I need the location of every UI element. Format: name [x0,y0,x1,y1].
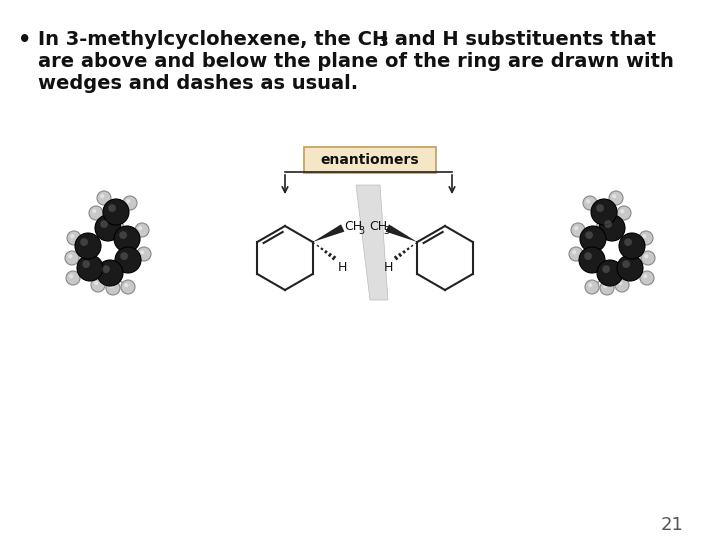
FancyBboxPatch shape [304,147,436,173]
Text: are above and below the plane of the ring are drawn with: are above and below the plane of the rin… [38,52,674,71]
Text: CH: CH [369,220,387,233]
Text: •: • [18,30,32,50]
Text: wedges and dashes as usual.: wedges and dashes as usual. [38,74,358,93]
Circle shape [108,204,116,212]
Circle shape [642,234,647,238]
Circle shape [124,283,128,287]
Text: 3: 3 [359,226,365,236]
Text: 3: 3 [378,35,387,49]
Circle shape [597,260,623,286]
Polygon shape [386,225,418,242]
Circle shape [92,209,96,213]
Circle shape [572,250,576,254]
Circle shape [584,252,592,260]
Circle shape [602,265,610,273]
Circle shape [120,231,127,239]
Circle shape [80,238,88,246]
Circle shape [137,247,151,261]
Circle shape [67,231,81,245]
Circle shape [114,226,140,252]
Text: In 3-methylcyclohexene, the CH: In 3-methylcyclohexene, the CH [38,30,388,49]
Text: H: H [338,261,347,274]
Circle shape [622,260,630,268]
Circle shape [593,207,607,221]
Circle shape [609,191,623,205]
Circle shape [106,281,120,295]
Circle shape [121,280,135,294]
Text: and H substituents that: and H substituents that [388,30,656,49]
Circle shape [617,206,631,220]
Circle shape [641,251,655,265]
Circle shape [77,255,103,281]
Circle shape [571,223,585,237]
Circle shape [103,199,129,225]
Circle shape [588,283,593,287]
Circle shape [138,226,143,231]
Circle shape [591,199,617,225]
Circle shape [600,281,614,295]
Circle shape [68,254,72,258]
Circle shape [585,280,599,294]
Circle shape [94,281,99,285]
Text: enantiomers: enantiomers [320,153,419,167]
Circle shape [65,251,79,265]
Circle shape [140,250,144,254]
Circle shape [580,226,606,252]
Circle shape [102,265,110,273]
Circle shape [604,220,612,228]
Circle shape [95,215,121,241]
Circle shape [574,226,578,231]
Circle shape [644,254,648,258]
Circle shape [583,196,597,210]
Circle shape [569,247,583,261]
Circle shape [91,278,105,292]
Circle shape [586,199,590,204]
Circle shape [70,234,74,238]
Circle shape [89,206,103,220]
Circle shape [109,284,113,288]
Circle shape [596,210,600,214]
Circle shape [619,233,645,259]
Circle shape [97,191,111,205]
Circle shape [115,247,141,273]
Polygon shape [312,225,344,242]
Text: 21: 21 [660,516,683,534]
Circle shape [97,260,123,286]
Circle shape [100,220,108,228]
Circle shape [639,231,653,245]
Circle shape [585,231,593,239]
Circle shape [579,247,605,273]
Polygon shape [356,185,388,300]
Circle shape [599,215,625,241]
Circle shape [615,278,629,292]
Circle shape [612,194,616,198]
Circle shape [113,207,127,221]
Circle shape [596,204,604,212]
Circle shape [100,194,104,198]
Circle shape [620,209,624,213]
Text: CH: CH [345,220,363,233]
Circle shape [120,252,128,260]
Circle shape [603,284,608,288]
Text: 3: 3 [383,226,390,236]
Circle shape [135,223,149,237]
Text: H: H [383,261,392,274]
Circle shape [617,255,643,281]
Circle shape [640,271,654,285]
Circle shape [126,199,130,204]
Circle shape [618,281,622,285]
Circle shape [624,238,632,246]
Circle shape [116,210,120,214]
Circle shape [66,271,80,285]
Circle shape [75,233,101,259]
Circle shape [69,274,73,278]
Circle shape [123,196,137,210]
Circle shape [643,274,647,278]
Circle shape [82,260,90,268]
